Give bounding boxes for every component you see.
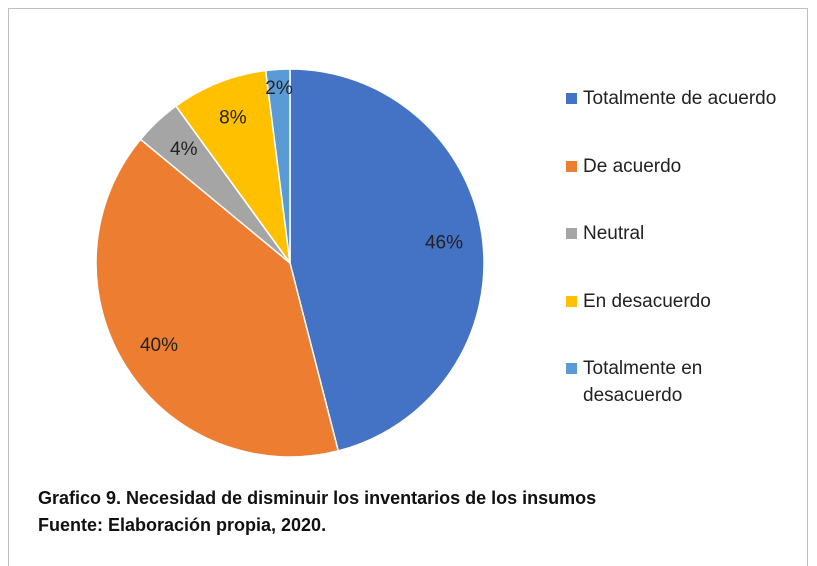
chart-frame [8, 8, 808, 566]
data-label: 4% [170, 139, 198, 160]
legend-item: Totalmente de acuerdo [566, 85, 781, 112]
legend-item: En desacuerdo [566, 288, 781, 315]
pie-slice [289, 68, 485, 452]
source: Fuente: Elaboración propia, 2020. [38, 515, 327, 535]
legend-item: Totalmente en desacuerdo [566, 355, 781, 409]
legend-item: Neutral [566, 220, 781, 247]
legend-swatch [566, 93, 577, 104]
legend-label: Neutral [583, 223, 645, 244]
legend-item: De acuerdo [566, 153, 781, 180]
legend-swatch [566, 363, 577, 374]
legend-label: Totalmente en desacuerdo [583, 358, 703, 406]
legend-swatch [566, 160, 577, 172]
legend-swatch [566, 228, 577, 239]
legend-swatch [566, 295, 577, 307]
data-label: 46% [425, 233, 463, 254]
caption: Grafico 9. Necesidad de disminuir los in… [38, 488, 597, 508]
legend-label: De acuerdo [583, 155, 682, 177]
pie-slice [264, 68, 291, 264]
legend-label: Totalmente de acuerdo [583, 88, 777, 109]
data-label: 40% [140, 335, 178, 356]
data-label: 2% [265, 78, 293, 99]
pie-slice [174, 69, 291, 264]
data-label: 8% [219, 108, 247, 129]
legend-label: En desacuerdo [583, 290, 711, 312]
pie-slice [95, 138, 340, 458]
